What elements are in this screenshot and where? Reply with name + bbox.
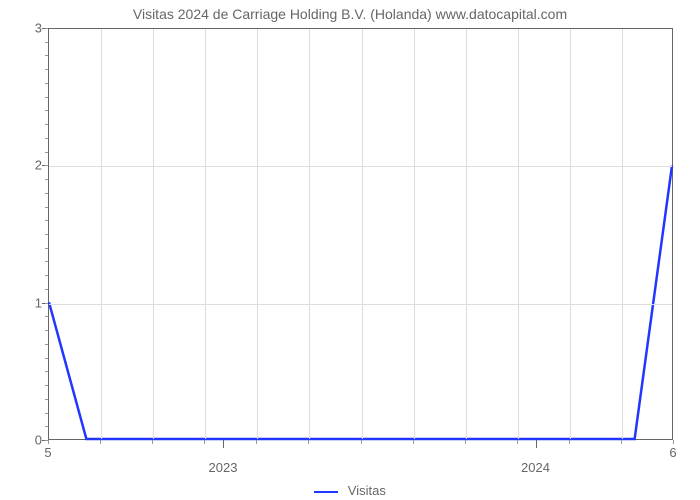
legend: Visitas xyxy=(0,483,700,498)
y-minor-tick xyxy=(45,110,48,111)
grid-line-h xyxy=(49,166,672,167)
x-major-tick xyxy=(223,440,224,448)
y-minor-tick xyxy=(45,358,48,359)
y-minor-tick xyxy=(45,303,48,304)
y-minor-tick xyxy=(45,179,48,180)
x-minor-tick xyxy=(152,440,153,444)
grid-line-v xyxy=(205,29,206,439)
grid-line-v xyxy=(257,29,258,439)
x-end-label: 6 xyxy=(669,445,676,460)
y-tick-label: 3 xyxy=(12,21,42,36)
y-minor-tick xyxy=(45,55,48,56)
grid-line-v xyxy=(362,29,363,439)
y-minor-tick xyxy=(45,138,48,139)
y-minor-tick xyxy=(45,83,48,84)
grid-line-h xyxy=(49,304,672,305)
grid-line-v xyxy=(466,29,467,439)
chart-container: Visitas 2024 de Carriage Holding B.V. (H… xyxy=(0,0,700,500)
x-minor-tick xyxy=(256,440,257,444)
grid-line-v xyxy=(622,29,623,439)
y-minor-tick xyxy=(45,248,48,249)
y-minor-tick xyxy=(45,97,48,98)
legend-label: Visitas xyxy=(348,483,386,498)
x-minor-tick xyxy=(569,440,570,444)
x-major-label: 2023 xyxy=(209,460,238,475)
x-minor-tick xyxy=(204,440,205,444)
y-minor-tick xyxy=(45,289,48,290)
y-tick-label: 0 xyxy=(12,433,42,448)
series-polyline xyxy=(49,166,672,439)
y-minor-tick xyxy=(45,413,48,414)
grid-line-v xyxy=(101,29,102,439)
x-minor-tick xyxy=(413,440,414,444)
x-major-label: 2024 xyxy=(521,460,550,475)
x-minor-tick xyxy=(308,440,309,444)
legend-swatch xyxy=(314,491,338,493)
y-minor-tick xyxy=(45,426,48,427)
x-minor-tick xyxy=(100,440,101,444)
chart-title: Visitas 2024 de Carriage Holding B.V. (H… xyxy=(0,6,700,22)
y-minor-tick xyxy=(45,193,48,194)
grid-line-v xyxy=(570,29,571,439)
x-minor-tick xyxy=(673,440,674,444)
y-tick-label: 1 xyxy=(12,295,42,310)
y-minor-tick xyxy=(45,330,48,331)
y-minor-tick xyxy=(45,124,48,125)
x-minor-tick xyxy=(621,440,622,444)
y-minor-tick xyxy=(45,152,48,153)
y-minor-tick xyxy=(45,344,48,345)
grid-line-v xyxy=(153,29,154,439)
plot-area xyxy=(48,28,673,440)
y-minor-tick xyxy=(45,234,48,235)
grid-line-v xyxy=(309,29,310,439)
y-minor-tick xyxy=(45,28,48,29)
y-minor-tick xyxy=(45,275,48,276)
y-minor-tick xyxy=(45,42,48,43)
x-minor-tick xyxy=(361,440,362,444)
y-tick-label: 2 xyxy=(12,158,42,173)
grid-line-v xyxy=(414,29,415,439)
y-minor-tick xyxy=(45,371,48,372)
y-minor-tick xyxy=(45,316,48,317)
y-minor-tick xyxy=(45,385,48,386)
x-major-tick xyxy=(536,440,537,448)
y-minor-tick xyxy=(45,399,48,400)
grid-line-v xyxy=(518,29,519,439)
y-minor-tick xyxy=(45,69,48,70)
x-minor-tick xyxy=(48,440,49,444)
y-minor-tick xyxy=(45,220,48,221)
y-minor-tick xyxy=(45,207,48,208)
y-minor-tick xyxy=(45,261,48,262)
x-minor-tick xyxy=(465,440,466,444)
y-minor-tick xyxy=(45,165,48,166)
x-minor-tick xyxy=(517,440,518,444)
x-end-label: 5 xyxy=(44,445,51,460)
data-line-svg xyxy=(49,29,672,439)
